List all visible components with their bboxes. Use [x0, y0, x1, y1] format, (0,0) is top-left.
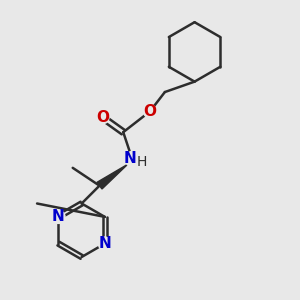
Text: H: H — [136, 155, 147, 170]
Circle shape — [143, 105, 157, 118]
Text: N: N — [98, 236, 111, 251]
Circle shape — [98, 237, 111, 250]
Text: N: N — [52, 209, 65, 224]
Text: O: O — [96, 110, 109, 125]
Polygon shape — [97, 164, 128, 189]
Circle shape — [125, 152, 140, 166]
Text: N: N — [123, 152, 136, 166]
Circle shape — [96, 111, 109, 124]
Circle shape — [52, 210, 65, 224]
Text: O: O — [143, 104, 157, 119]
